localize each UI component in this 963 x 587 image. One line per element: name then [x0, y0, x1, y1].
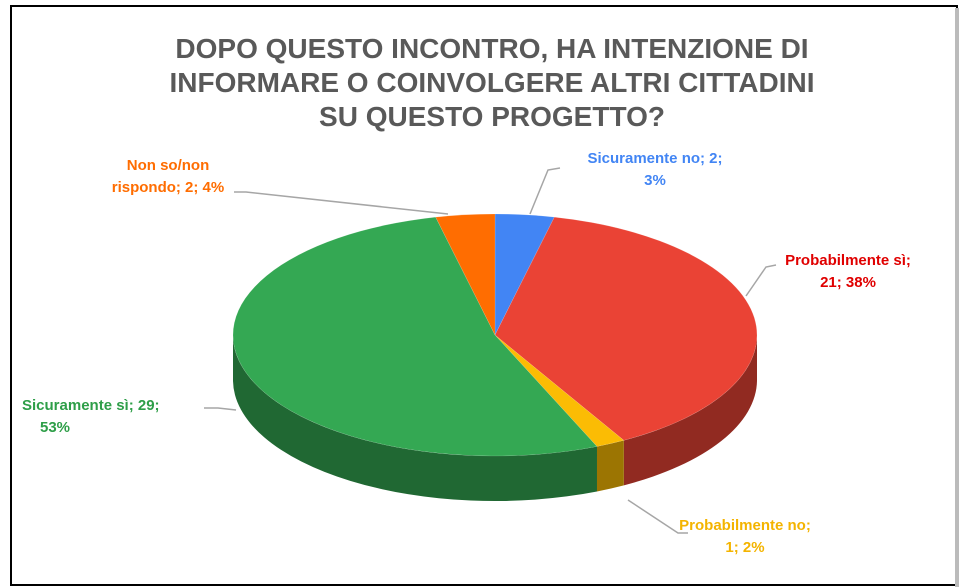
leader-line: [204, 407, 237, 411]
slice: [232, 216, 598, 457]
data-label-line: Probabilmente no;: [679, 517, 811, 534]
leader-line: [745, 264, 777, 297]
slice: [494, 216, 758, 441]
frame-shadow: [955, 8, 959, 587]
data-label: Probabilmente sì; 21; 38%: [785, 252, 911, 291]
data-label-line: Sicuramente no; 2;: [587, 150, 722, 167]
slice: [435, 213, 496, 336]
slice-side: [623, 335, 757, 486]
data-label-line: 53%: [40, 419, 70, 436]
slice-side: [233, 335, 597, 501]
slice-side: [596, 440, 624, 492]
leader-line: [529, 167, 561, 215]
data-label-line: 21; 38%: [820, 274, 876, 291]
leader-line: [234, 191, 449, 215]
chart-title: INFORMARE O COINVOLGERE ALTRI CITTADINI: [169, 67, 814, 98]
data-label-line: Probabilmente sì;: [785, 252, 911, 269]
data-label-line: Sicuramente sì; 29;: [22, 397, 160, 414]
data-label-line: Non so/non: [127, 157, 210, 174]
chart-title: SU QUESTO PROGETTO?: [319, 101, 665, 132]
data-label-line: rispondo; 2; 4%: [112, 179, 225, 196]
data-label: Sicuramente no; 2; 3%: [587, 150, 722, 189]
data-label-line: 3%: [644, 172, 666, 189]
data-label: Probabilmente no; 1; 2%: [679, 517, 811, 556]
data-label-line: 1; 2%: [725, 539, 764, 556]
slice: [494, 213, 555, 336]
slice: [494, 334, 625, 447]
data-label: Non so/non rispondo; 2; 4%: [112, 157, 225, 196]
leader-line: [627, 499, 688, 534]
chart-title: DOPO QUESTO INCONTRO, HA INTENZIONE DI: [175, 33, 808, 64]
data-label: Sicuramente sì; 29; 53%: [22, 397, 160, 436]
